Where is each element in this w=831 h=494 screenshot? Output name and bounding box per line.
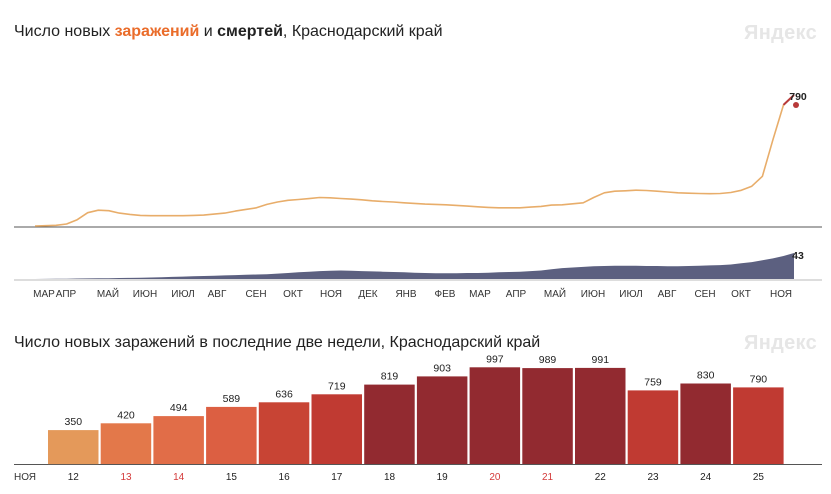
bar-category-label: 23 <box>647 472 659 483</box>
bar <box>153 416 204 464</box>
yandex-logo: Яндекс <box>744 332 817 354</box>
bar <box>48 430 99 465</box>
bar <box>575 367 626 464</box>
x-tick-label: СЕН <box>694 289 715 300</box>
x-tick-label: ИЮЛ <box>619 289 642 300</box>
deaths-area <box>35 253 794 279</box>
x-tick-label: АПР <box>56 289 77 300</box>
chart2-title: Число новых заражений в последние две не… <box>14 334 541 351</box>
bar <box>100 423 152 464</box>
bar-value-label: 494 <box>170 402 188 414</box>
x-tick-label: ЯНВ <box>395 289 416 300</box>
bar-category-label: 19 <box>437 472 449 483</box>
bar <box>733 387 784 464</box>
infections-line <box>34 94 795 227</box>
x-tick-label: ОКТ <box>283 289 303 300</box>
infections-line-recent <box>782 94 795 106</box>
yandex-logo: Яндекс <box>744 22 817 44</box>
x-tick-label: МАР <box>469 289 491 300</box>
bar-category-label: 24 <box>700 472 712 483</box>
x-tick-label: АПР <box>506 289 527 300</box>
bar-category-label: 21 <box>542 472 554 483</box>
x-tick-label: ИЮЛ <box>171 289 194 300</box>
x-tick-label: МАР <box>33 289 55 300</box>
bar-value-label: 719 <box>328 380 346 392</box>
title-deaths-word: смертей <box>217 23 283 40</box>
bar-value-label: 790 <box>750 373 768 385</box>
bar-value-label: 989 <box>539 354 557 366</box>
bar <box>522 368 573 464</box>
bar <box>311 394 362 464</box>
title-suffix: , Краснодарский край <box>282 23 443 40</box>
x-tick-label: ИЮН <box>133 289 158 300</box>
bar-category-label: 18 <box>384 472 396 483</box>
x-tick-label: ОКТ <box>731 289 751 300</box>
bar-category-label: 13 <box>120 472 132 483</box>
x-tick-label: ФЕВ <box>435 289 456 300</box>
bar-category-label: 16 <box>279 472 291 483</box>
title-conjunction: и <box>199 23 218 40</box>
bar-category-label: 25 <box>753 472 765 483</box>
bar-value-label: 819 <box>381 371 399 383</box>
x-tick-label: ДЕК <box>358 289 377 300</box>
bar-value-label: 350 <box>65 416 83 428</box>
bar-value-label: 903 <box>433 362 451 374</box>
bar-category-label: 22 <box>595 472 607 483</box>
title-prefix: Число новых <box>14 23 115 40</box>
bar-value-label: 589 <box>223 393 241 405</box>
bar-value-label: 759 <box>644 376 662 388</box>
x-tick-label: НОЯ <box>320 289 342 300</box>
bar <box>680 383 731 464</box>
bar <box>416 376 468 464</box>
x-tick-label: НОЯ <box>770 289 792 300</box>
bar-category-label: 14 <box>173 472 185 483</box>
bars-month-label: НОЯ <box>14 472 36 483</box>
bar-category-label: 15 <box>226 472 238 483</box>
bar-value-label: 420 <box>117 409 135 421</box>
bar-category-label: 17 <box>331 472 343 483</box>
bar <box>627 390 679 464</box>
x-tick-label: АВГ <box>208 289 227 300</box>
title-infections-word: заражений <box>114 23 200 40</box>
bar-category-label: 20 <box>489 472 501 483</box>
bar <box>206 406 257 464</box>
x-tick-label: СЕН <box>245 289 266 300</box>
infections-last-point <box>793 102 799 108</box>
bar <box>364 384 415 464</box>
x-tick-label: МАЙ <box>544 287 566 300</box>
bar <box>258 402 310 464</box>
chart1-title: Число новых заражений и смертей, Краснод… <box>14 22 443 42</box>
bar-category-label: 12 <box>68 472 80 483</box>
x-tick-label: МАЙ <box>97 287 119 300</box>
bar-value-label: 991 <box>592 354 610 366</box>
x-tick-label: ИЮН <box>581 289 606 300</box>
bar-value-label: 997 <box>486 353 504 365</box>
bar <box>469 367 521 464</box>
x-tick-label: АВГ <box>658 289 677 300</box>
bar-value-label: 830 <box>697 370 715 382</box>
bar-value-label: 636 <box>275 388 293 400</box>
infections-last-label: 790 <box>789 91 807 103</box>
deaths-last-label: 43 <box>792 250 804 262</box>
